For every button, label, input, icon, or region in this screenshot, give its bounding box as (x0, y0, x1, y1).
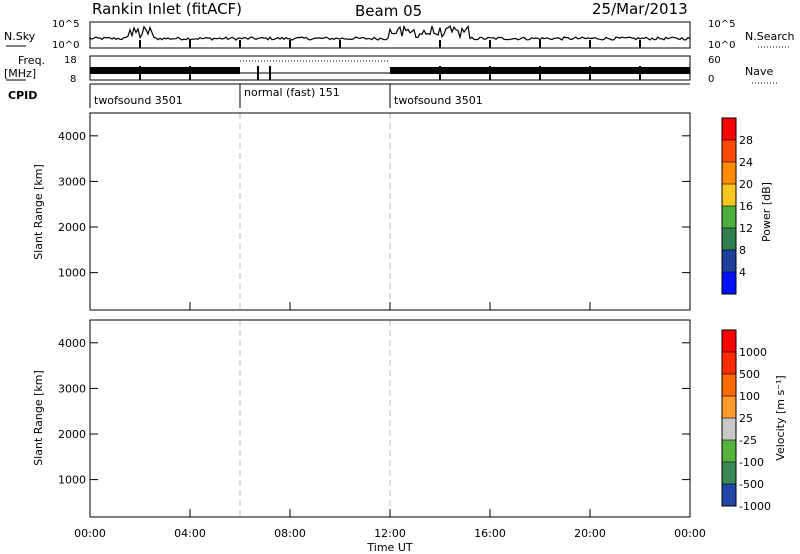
power-colorbar-label: Power [dB] (760, 182, 773, 242)
cpid-label: CPID (8, 89, 37, 102)
freq-tick-top: 18 (64, 55, 77, 66)
colorbar-tick-label: 4 (739, 266, 746, 279)
nsearch-tick-top: 10^5 (708, 19, 735, 30)
colorbar-swatch (722, 184, 736, 206)
power-y-axis: 4000 3000 2000 1000 (58, 130, 690, 280)
colorbar-swatch (722, 118, 736, 140)
cpid-segment-3: twofsound 3501 (394, 94, 483, 107)
nsky-tick-top: 10^5 (52, 19, 79, 30)
noise-panel: N.Sky 10^5 10^0 10^5 10^0 N.Search (4, 19, 795, 51)
colorbar-tick-label: 20 (739, 178, 753, 191)
power-panel-frame (89, 112, 691, 311)
power-heatmap (239, 113, 391, 310)
date-label: 25/Mar/2013 (592, 0, 688, 18)
freq-tick-bottom: 8 (70, 74, 76, 85)
noise-panel-frame (89, 21, 691, 49)
nsky-label: N.Sky (4, 30, 36, 43)
freq-trace (90, 60, 690, 80)
colorbar-swatch (722, 140, 736, 162)
colorbar-tick-label: 8 (739, 244, 746, 257)
colorbar-swatch (722, 162, 736, 184)
cpid-segment-1: twofsound 3501 (94, 94, 183, 107)
colorbar-swatch (722, 206, 736, 228)
freq-label: Freq. (18, 54, 45, 67)
colorbar-swatch (722, 228, 736, 250)
colorbar-tick-label: 24 (739, 156, 753, 169)
cpid-segment-2: normal (fast) 151 (244, 86, 340, 99)
nsearch-tick-bottom: 10^0 (708, 40, 735, 51)
colorbar-tick-label: 16 (739, 200, 753, 213)
power-ylabel: Slant Range [km] (32, 164, 45, 260)
nsearch-label: N.Search (745, 30, 795, 43)
nave-tick-top: 60 (708, 55, 721, 66)
y-tick-label: 1000 (58, 267, 86, 280)
power-colorbar: 28 24 20 16 12 8 4 (721, 117, 753, 295)
nsky-trace (89, 24, 691, 48)
nsky-line (89, 24, 691, 41)
beam-label: Beam 05 (355, 2, 422, 20)
colorbar-swatch (722, 272, 736, 294)
velocity-heatmap (239, 320, 391, 517)
freq-band-1 (90, 67, 240, 74)
cpid-panel: CPID twofsound 3501 normal (fast) 151 tw… (8, 83, 690, 108)
station-title: Rankin Inlet (fitACF) (92, 0, 242, 18)
colorbar-swatch (722, 250, 736, 272)
nsky-tick-bottom: 10^0 (52, 40, 79, 51)
nave-label: Nave (745, 65, 773, 78)
y-tick-label: 3000 (58, 175, 86, 188)
freq-unit-label: [MHz] (4, 67, 36, 80)
y-tick-label: 4000 (58, 130, 86, 143)
colorbar-tick-label: 28 (739, 134, 753, 147)
y-tick-label: 2000 (58, 221, 86, 234)
freq-panel: Freq. [MHz] 18 8 60 0 Nave (4, 54, 778, 85)
colorbar-tick-label: 12 (739, 222, 753, 235)
power-panel: 4000 3000 2000 1000 Slant Range [km] 28 24 20… (32, 112, 773, 311)
nave-tick-bottom: 0 (708, 74, 714, 85)
